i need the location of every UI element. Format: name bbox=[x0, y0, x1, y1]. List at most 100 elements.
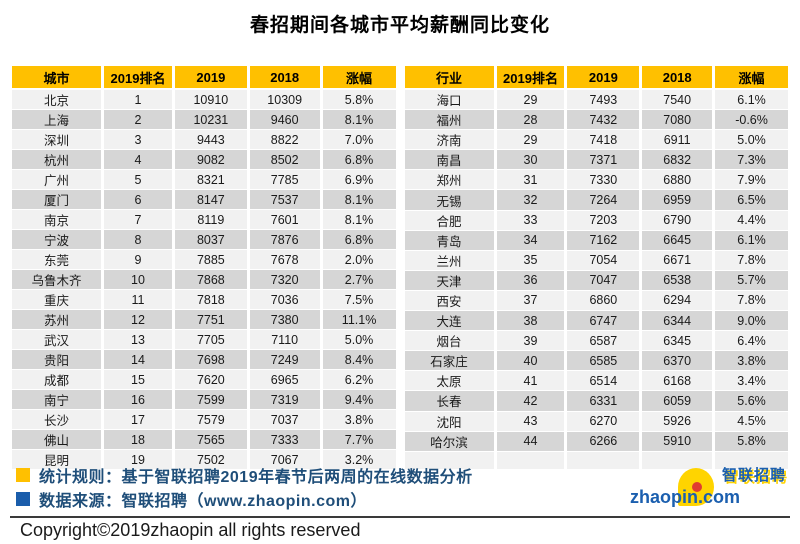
table-cell: 10 bbox=[104, 270, 175, 290]
table-cell: 7.0% bbox=[322, 130, 396, 150]
table-row: 济南 29 7418 6911 5.0% bbox=[404, 130, 788, 151]
table-cell: 31 bbox=[496, 170, 568, 191]
table-cell: 5.7% bbox=[715, 270, 788, 291]
table-cell: 西安 bbox=[404, 290, 497, 312]
table-cell: 10231 bbox=[174, 110, 250, 130]
table-cell: 北京 bbox=[12, 90, 105, 110]
table-cell: 7.3% bbox=[715, 150, 788, 171]
table-cell: 沈阳 bbox=[404, 411, 497, 432]
table-row: 兰州 35 7054 6671 7.8% bbox=[404, 250, 788, 271]
table-cell: 6965 bbox=[249, 370, 323, 390]
table-cell: 6.8% bbox=[322, 150, 396, 170]
table-cell: 8822 bbox=[249, 130, 323, 150]
table-row: 杭州 4 9082 8502 6.8% bbox=[12, 150, 396, 170]
table-cell: 宁波 bbox=[12, 230, 105, 250]
table-cell: 6331 bbox=[567, 391, 643, 412]
table-cell: 5.8% bbox=[322, 90, 396, 110]
table-row: 大连 38 6747 6344 9.0% bbox=[404, 311, 788, 332]
table-cell: 7.7% bbox=[322, 430, 396, 450]
table-cell: 19 bbox=[104, 450, 175, 470]
col-header-rank-2019: 2019排名 bbox=[496, 66, 568, 90]
table-row: 太原 41 6514 6168 3.4% bbox=[404, 371, 788, 392]
table-cell: 1 bbox=[104, 90, 175, 110]
table-cell: 兰州 bbox=[404, 250, 497, 271]
table-cell: 上海 bbox=[12, 110, 105, 130]
table-cell: 9.0% bbox=[715, 311, 788, 332]
table-cell: 38 bbox=[496, 311, 568, 332]
page-title: 春招期间各城市平均薪酬同比变化 bbox=[249, 15, 550, 36]
table-cell: 烟台 bbox=[404, 331, 497, 352]
col-header-2018: 2018 bbox=[249, 66, 323, 90]
table-cell: 6 bbox=[104, 190, 175, 210]
table-cell: 17 bbox=[104, 410, 175, 430]
table-cell: 重庆 bbox=[12, 290, 105, 310]
table-row: 沈阳 43 6270 5926 4.5% bbox=[404, 411, 788, 432]
table-cell: 7705 bbox=[174, 330, 250, 350]
table-cell: 7698 bbox=[174, 350, 250, 370]
note-text: 数据来源：智联招聘（www.zhaopin.com） bbox=[39, 493, 367, 510]
note-statistics-rule: 统计规则：基于智联招聘2019年春节后两周的在线数据分析 bbox=[16, 463, 473, 487]
table-row: 昆明 19 7502 7067 3.2% bbox=[12, 450, 396, 470]
table-cell: 无锡 bbox=[404, 190, 497, 211]
table-cell: 6671 bbox=[642, 250, 716, 271]
copyright-text: Copyright©2019zhaopin all rights reserve… bbox=[20, 520, 361, 540]
table-cell: 5910 bbox=[642, 431, 716, 452]
table-row: 苏州 12 7751 7380 11.1% bbox=[12, 310, 396, 330]
table-cell: 成都 bbox=[12, 370, 105, 390]
table-cell: 6.9% bbox=[322, 170, 396, 190]
table-row: 长春 42 6331 6059 5.6% bbox=[404, 391, 788, 412]
table-cell: 5.8% bbox=[715, 431, 788, 452]
table-cell: 33 bbox=[496, 210, 568, 231]
col-header-industry: 行业 bbox=[404, 66, 497, 90]
table-cell: -0.6% bbox=[715, 110, 788, 131]
table-row: 福州 28 7432 7080 -0.6% bbox=[404, 110, 788, 131]
table-cell: 7502 bbox=[174, 450, 250, 470]
col-header-2019: 2019 bbox=[567, 66, 643, 90]
table-cell bbox=[715, 451, 788, 470]
table-cell: 厦门 bbox=[12, 190, 105, 210]
table-cell: 大连 bbox=[404, 311, 497, 332]
table-cell: 2.0% bbox=[322, 250, 396, 270]
table-cell: 7047 bbox=[567, 270, 643, 291]
table-cell: 海口 bbox=[404, 90, 497, 111]
table-cell: 6.2% bbox=[322, 370, 396, 390]
table-cell: 42 bbox=[496, 391, 568, 412]
table-cell: 6645 bbox=[642, 230, 716, 251]
table-cell: 6.8% bbox=[322, 230, 396, 250]
table-row: 乌鲁木齐 10 7868 7320 2.7% bbox=[12, 270, 396, 290]
table-cell: 南宁 bbox=[12, 390, 105, 410]
table-row: 成都 15 7620 6965 6.2% bbox=[12, 370, 396, 390]
table-header-row: 行业 2019排名 2019 2018 涨幅 bbox=[404, 66, 788, 90]
table-cell: 5.6% bbox=[715, 391, 788, 412]
table-cell: 南京 bbox=[12, 210, 105, 230]
table-cell: 郑州 bbox=[404, 170, 497, 191]
table-cell: 7.9% bbox=[715, 170, 788, 191]
table-cell: 7.8% bbox=[715, 290, 788, 312]
table-cell: 6.5% bbox=[715, 190, 788, 211]
table-cell: 5.0% bbox=[322, 330, 396, 350]
table-row: 青岛 34 7162 6645 6.1% bbox=[404, 230, 788, 251]
table-cell: 6.4% bbox=[715, 331, 788, 352]
table-row: 石家庄 40 6585 6370 3.8% bbox=[404, 351, 788, 372]
table-cell: 8037 bbox=[174, 230, 250, 250]
table-cell: 7249 bbox=[249, 350, 323, 370]
table-cell: 7203 bbox=[567, 210, 643, 231]
table-row: 宁波 8 8037 7876 6.8% bbox=[12, 230, 396, 250]
table-cell: 杭州 bbox=[12, 150, 105, 170]
table-cell: 6832 bbox=[642, 150, 716, 171]
table-cell: 哈尔滨 bbox=[404, 431, 497, 452]
table-cell: 8147 bbox=[174, 190, 250, 210]
table-cell: 7333 bbox=[249, 430, 323, 450]
zhaopin-logo: 智联招聘 zhaopin.com bbox=[630, 464, 786, 510]
table-row: 佛山 18 7565 7333 7.7% bbox=[12, 430, 396, 450]
table-cell: 武汉 bbox=[12, 330, 105, 350]
table-cell: 29 bbox=[496, 90, 568, 111]
table-cell: 5 bbox=[104, 170, 175, 190]
table-cell: 广州 bbox=[12, 170, 105, 190]
table-cell: 7885 bbox=[174, 250, 250, 270]
table-row: 上海 2 10231 9460 8.1% bbox=[12, 110, 396, 130]
table-cell bbox=[567, 451, 643, 470]
table-row: 烟台 39 6587 6345 6.4% bbox=[404, 331, 788, 352]
table-cell: 7371 bbox=[567, 150, 643, 171]
table-cell: 6270 bbox=[567, 411, 643, 432]
